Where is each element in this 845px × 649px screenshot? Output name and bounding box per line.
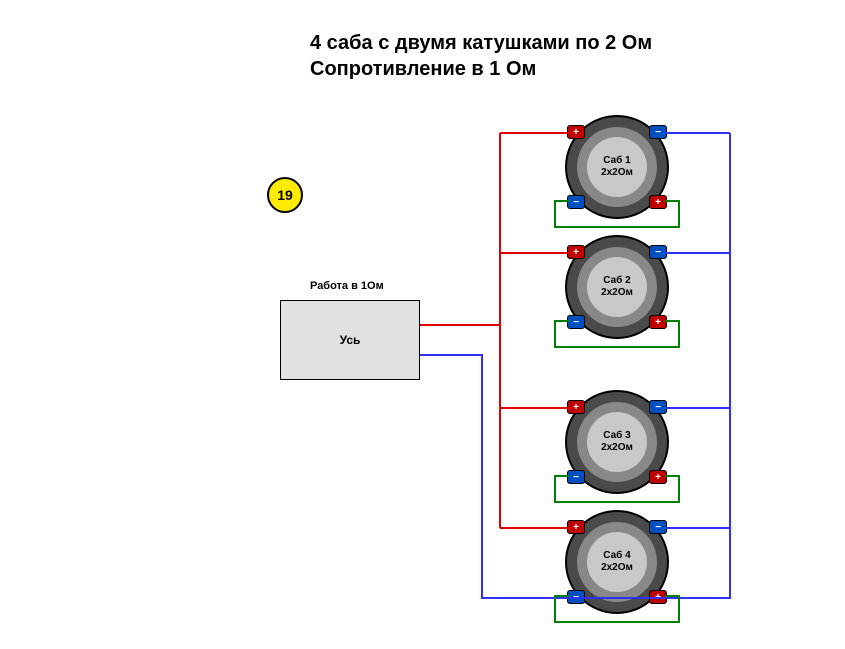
badge-number: 19 — [277, 187, 293, 203]
sub-cone-inner: Саб 2 2x2Ом — [587, 257, 647, 317]
sub-spec: 2x2Ом — [601, 287, 633, 299]
terminal-minus-icon: − — [567, 470, 585, 484]
wiring-svg — [0, 0, 845, 649]
terminal-plus-icon: + — [567, 125, 585, 139]
terminal-minus-icon: − — [567, 315, 585, 329]
amp-work-label: Работа в 1Ом — [310, 280, 384, 292]
terminal-minus-icon: − — [567, 195, 585, 209]
sub-spec: 2x2Ом — [601, 562, 633, 574]
sub-name: Саб 3 — [603, 430, 630, 442]
terminal-minus-icon: − — [649, 245, 667, 259]
title-line-1: 4 саба с двумя катушками по 2 Ом — [310, 32, 652, 54]
terminal-minus-icon: − — [649, 125, 667, 139]
terminal-plus-icon: + — [567, 520, 585, 534]
subwoofer-1: Саб 1 2x2Ом + − − + — [565, 115, 669, 219]
terminal-minus-icon: − — [567, 590, 585, 604]
diagram-title: 4 саба с двумя катушками по 2 Ом Сопроти… — [310, 30, 652, 82]
terminal-plus-icon: + — [567, 400, 585, 414]
sub-spec: 2x2Ом — [601, 442, 633, 454]
terminal-plus-icon: + — [649, 470, 667, 484]
sub-cone-inner: Саб 1 2x2Ом — [587, 137, 647, 197]
sub-spec: 2x2Ом — [601, 167, 633, 179]
amp-label: Усь — [340, 333, 361, 347]
amplifier-box: Усь — [280, 300, 420, 380]
sub-cone-inner: Саб 3 2x2Ом — [587, 412, 647, 472]
sub-cone-inner: Саб 4 2x2Ом — [587, 532, 647, 592]
terminal-plus-icon: + — [649, 590, 667, 604]
subwoofer-2: Саб 2 2x2Ом + − − + — [565, 235, 669, 339]
sub-name: Саб 4 — [603, 550, 630, 562]
title-line-2: Сопротивление в 1 Ом — [310, 58, 536, 80]
sub-name: Саб 2 — [603, 275, 630, 287]
terminal-plus-icon: + — [567, 245, 585, 259]
terminal-plus-icon: + — [649, 195, 667, 209]
terminal-minus-icon: − — [649, 400, 667, 414]
diagram-number-badge: 19 — [267, 177, 303, 213]
subwoofer-3: Саб 3 2x2Ом + − − + — [565, 390, 669, 494]
terminal-minus-icon: − — [649, 520, 667, 534]
terminal-plus-icon: + — [649, 315, 667, 329]
subwoofer-4: Саб 4 2x2Ом + − − + — [565, 510, 669, 614]
sub-name: Саб 1 — [603, 155, 630, 167]
